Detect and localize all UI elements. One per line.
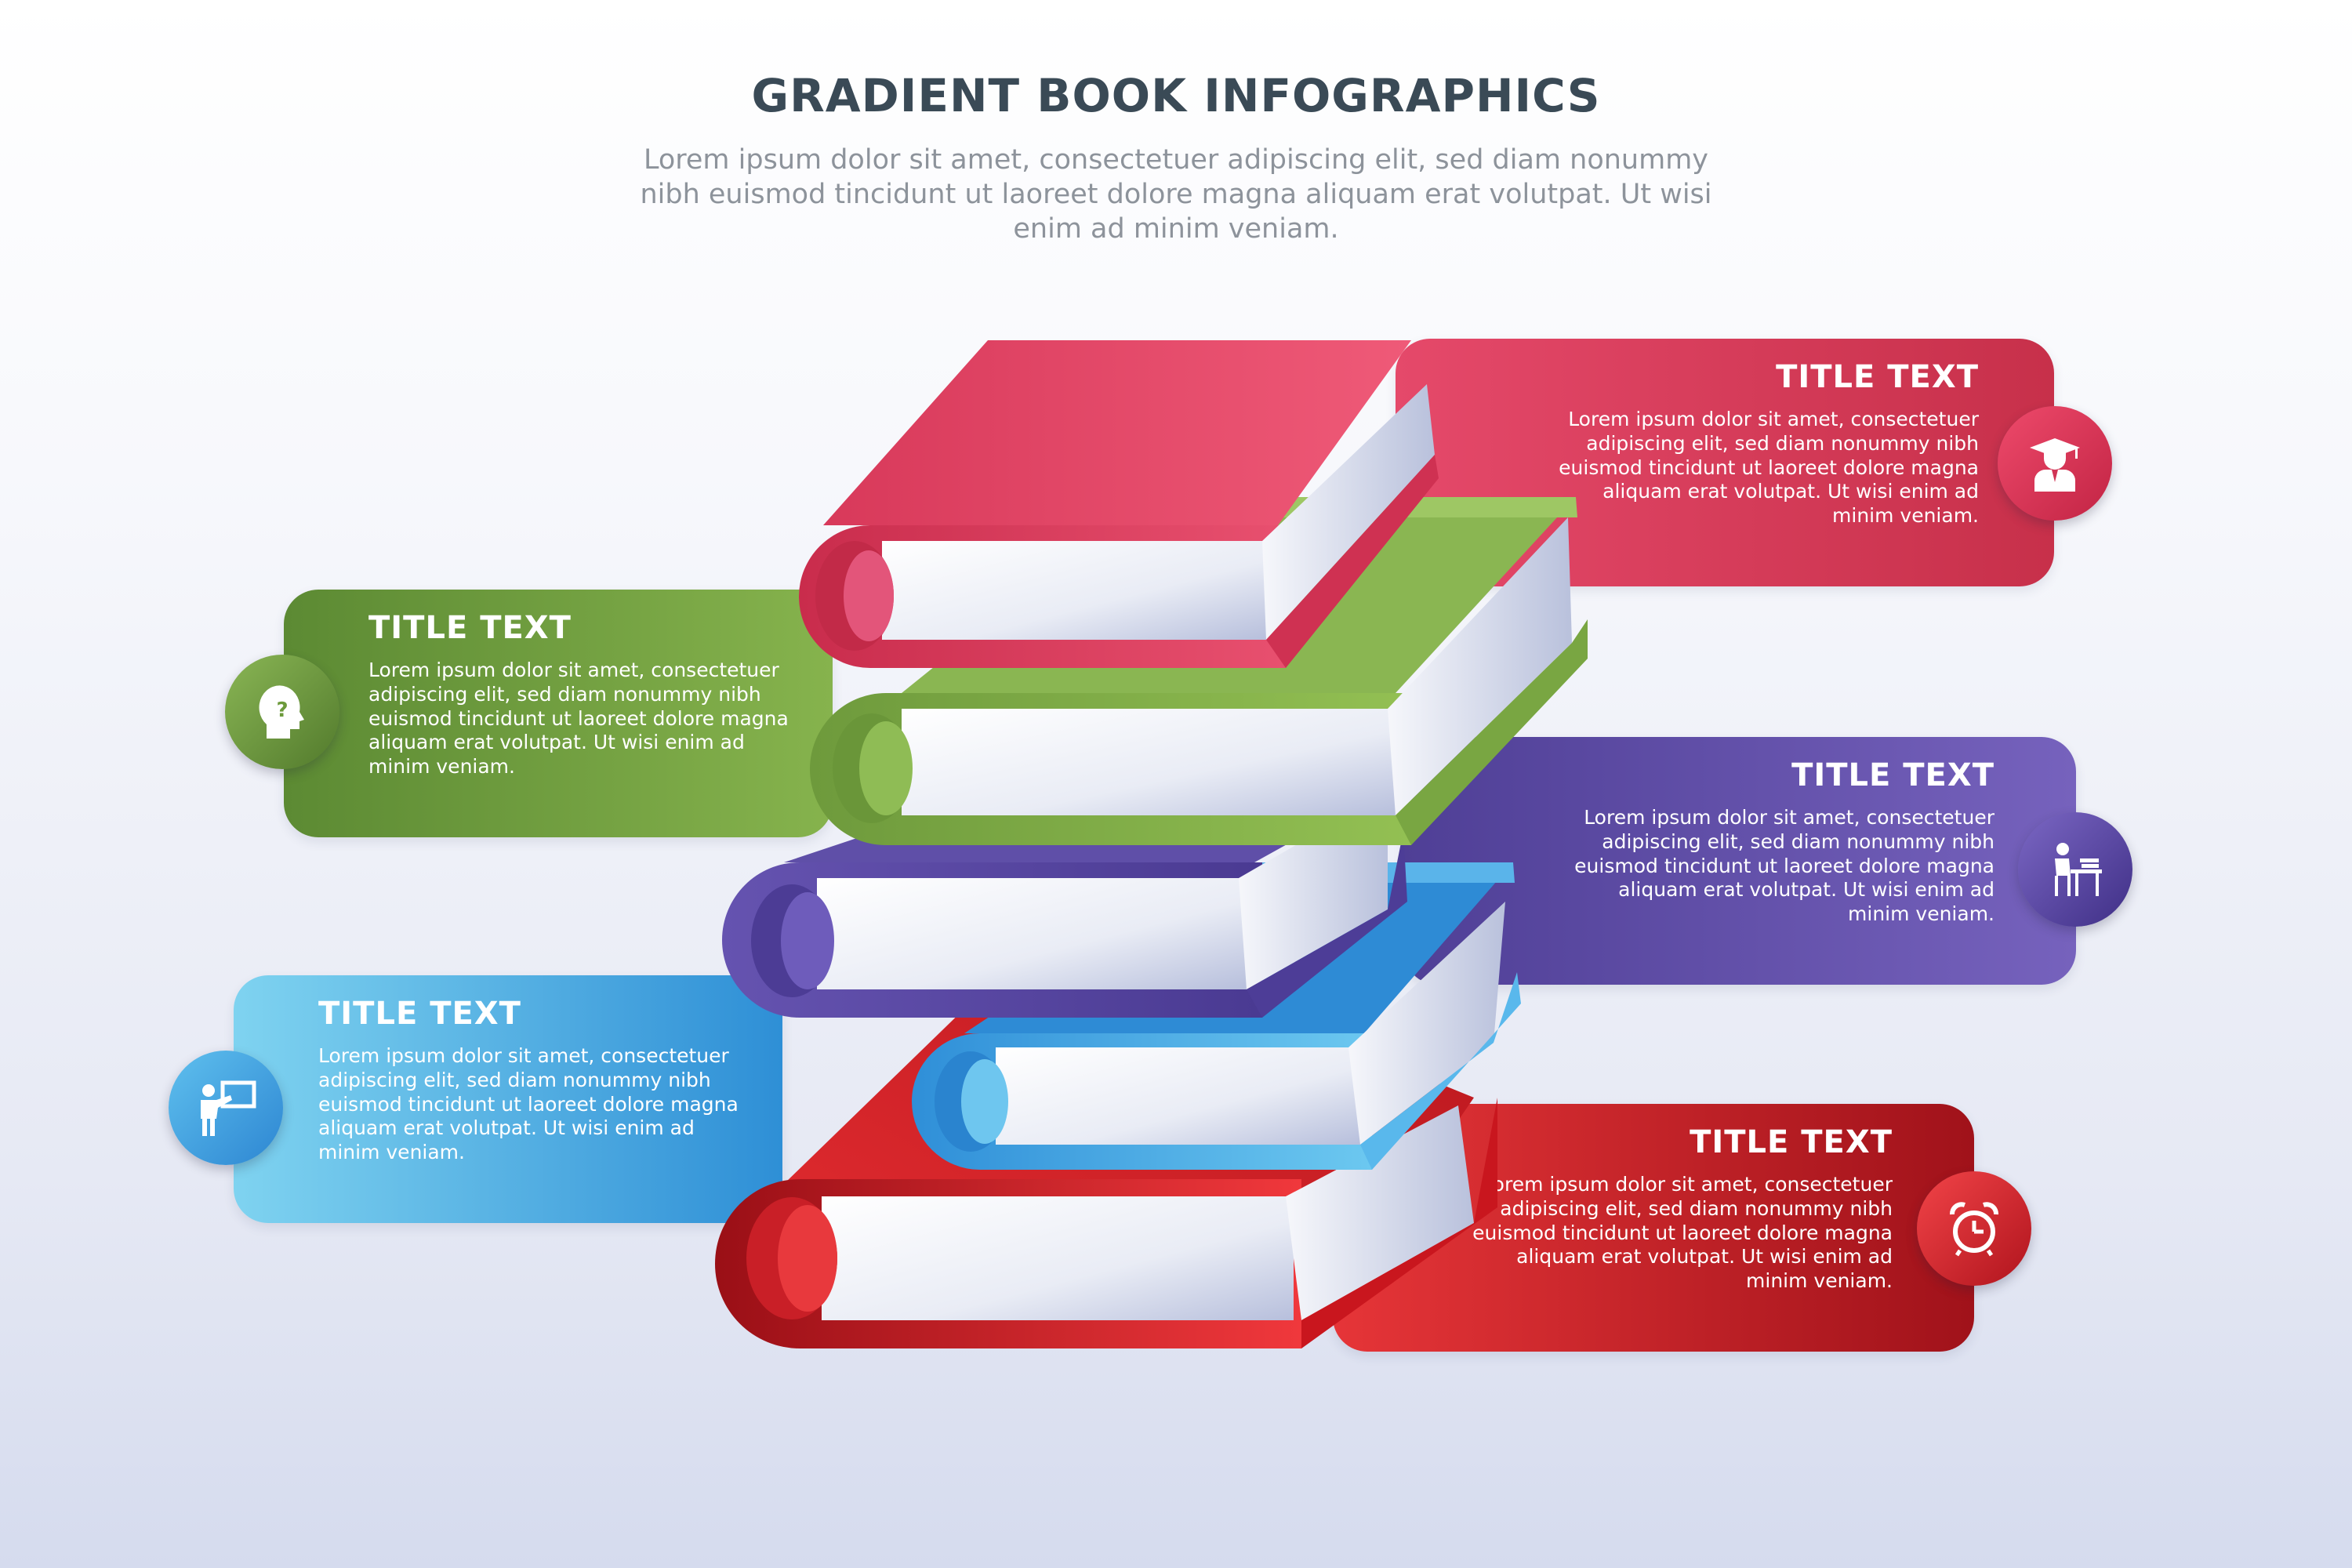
teacher-board-icon — [169, 1051, 283, 1165]
panel-title: TITLE TEXT — [368, 610, 572, 646]
graduate-icon — [1998, 406, 2112, 521]
panel-body: Lorem ipsum dolor sit amet, consectetuer… — [368, 659, 789, 779]
info-panel-teacher: TITLE TEXT Lorem ipsum dolor sit amet, c… — [234, 975, 782, 1223]
panel-body: Lorem ipsum dolor sit amet, consectetuer… — [1472, 1173, 1893, 1293]
page-subtitle: Lorem ipsum dolor sit amet, consectetuer… — [640, 144, 1712, 245]
page-title: GRADIENT BOOK INFOGRAPHICS — [751, 69, 1601, 122]
svg-text:?: ? — [276, 699, 288, 722]
info-panel-thinking: TITLE TEXT Lorem ipsum dolor sit amet, c… — [284, 590, 833, 837]
panel-title: TITLE TEXT — [1776, 359, 1979, 395]
book-pink — [799, 340, 1439, 668]
panel-body: Lorem ipsum dolor sit amet, consectetuer… — [1574, 806, 1994, 926]
student-desk-icon — [2018, 812, 2132, 927]
panel-title: TITLE TEXT — [1791, 757, 1994, 793]
info-panel-student: TITLE TEXT Lorem ipsum dolor sit amet, c… — [1403, 737, 2076, 985]
panel-title: TITLE TEXT — [318, 996, 521, 1032]
panel-title: TITLE TEXT — [1690, 1124, 1893, 1160]
panel-body: Lorem ipsum dolor sit amet, consectetuer… — [1559, 408, 1979, 528]
head-question-icon: ? — [225, 655, 339, 769]
alarm-clock-icon — [1917, 1171, 2031, 1286]
panel-body: Lorem ipsum dolor sit amet, consectetuer… — [318, 1044, 739, 1164]
